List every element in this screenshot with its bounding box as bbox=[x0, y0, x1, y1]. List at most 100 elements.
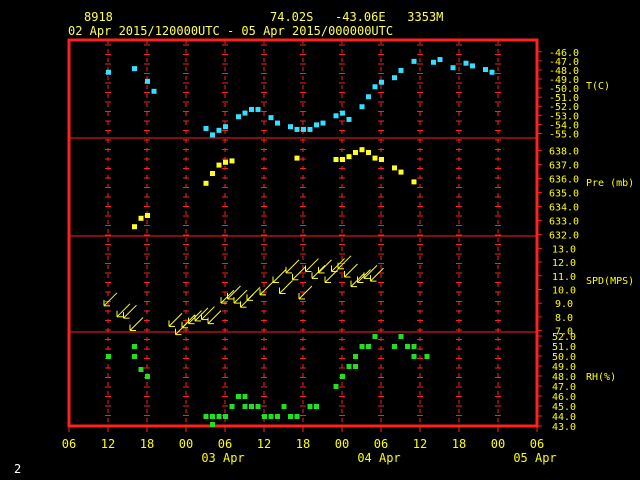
station-id: 8918 bbox=[84, 10, 113, 24]
y-tick-label: 635.0 bbox=[549, 189, 579, 200]
temperature-point bbox=[314, 122, 319, 128]
humidity-point bbox=[210, 414, 215, 419]
y-tick-label: 634.0 bbox=[549, 203, 579, 214]
pressure-point bbox=[392, 165, 397, 171]
humidity-point bbox=[353, 364, 358, 369]
humidity-point bbox=[366, 344, 371, 349]
wind-arrow bbox=[207, 310, 222, 325]
wind-arrow bbox=[227, 285, 241, 300]
humidity-point bbox=[288, 414, 293, 419]
temperature-point bbox=[203, 126, 209, 132]
y-tick-label: 47.0 bbox=[552, 382, 576, 393]
humidity-point bbox=[106, 354, 111, 359]
humidity-point bbox=[281, 404, 287, 409]
temperature-point bbox=[255, 106, 261, 112]
x-tick-label: 06 bbox=[374, 437, 388, 451]
temperature-point bbox=[236, 114, 241, 120]
date-range: 02 Apr 2015/120000UTC - 05 Apr 2015/0000… bbox=[68, 24, 394, 38]
x-tick-label: 12 bbox=[257, 437, 271, 451]
y-tick-label: 13.0 bbox=[552, 244, 576, 255]
wind-arrow bbox=[279, 280, 293, 294]
humidity-point bbox=[210, 422, 215, 427]
pressure-point bbox=[333, 157, 339, 162]
wind-arrow bbox=[298, 285, 313, 300]
temperature-point bbox=[249, 106, 254, 112]
y-tick-label: -48.0 bbox=[549, 66, 579, 77]
wind-arrow bbox=[272, 269, 287, 284]
humidity-point bbox=[223, 414, 228, 419]
station-location: 74.02S -43.06E 3353M bbox=[270, 10, 444, 24]
temperature-point bbox=[301, 126, 306, 132]
temperature-point bbox=[372, 84, 378, 90]
temperature-point bbox=[392, 75, 397, 81]
temperature-point bbox=[320, 120, 326, 126]
y-tick-label: 10.0 bbox=[552, 285, 576, 296]
humidity-point bbox=[411, 354, 417, 359]
x-tick-label: 18 bbox=[452, 437, 466, 451]
humidity-point bbox=[372, 334, 378, 339]
wind-arrow bbox=[103, 292, 118, 307]
y-tick-label: 9.0 bbox=[555, 299, 573, 310]
humidity-point bbox=[249, 404, 254, 409]
humidity-point bbox=[203, 414, 209, 419]
temperature-point bbox=[242, 110, 248, 116]
temperature-point bbox=[489, 69, 495, 75]
humidity-point bbox=[229, 404, 235, 409]
pressure-point bbox=[216, 162, 222, 168]
pressure-point bbox=[223, 159, 228, 165]
temperature-point bbox=[450, 65, 456, 71]
page-number: 2 bbox=[14, 462, 22, 476]
x-tick-label: 18 bbox=[140, 437, 154, 451]
y-tick-label: 50.0 bbox=[552, 352, 576, 363]
temperature-point bbox=[216, 127, 222, 133]
humidity-point bbox=[340, 374, 345, 379]
x-tick-label: 00 bbox=[335, 437, 349, 451]
y-tick-label: 46.0 bbox=[552, 392, 576, 403]
humidity-point bbox=[411, 344, 417, 349]
humidity-point bbox=[346, 364, 352, 369]
panel-label: RH(%) bbox=[586, 372, 616, 383]
x-tick-label: 00 bbox=[179, 437, 193, 451]
y-tick-label: 632.0 bbox=[549, 231, 579, 242]
pressure-point bbox=[372, 155, 378, 161]
y-tick-label: -47.0 bbox=[549, 57, 579, 68]
temperature-point bbox=[106, 69, 111, 75]
temperature-point bbox=[366, 94, 371, 100]
y-tick-label: 7.0 bbox=[555, 327, 573, 338]
x-tick-label: 00 bbox=[491, 437, 505, 451]
pressure-point bbox=[294, 155, 300, 161]
humidity-point bbox=[392, 344, 397, 349]
y-tick-label: 12.0 bbox=[552, 258, 576, 269]
pressure-point bbox=[379, 157, 384, 162]
pressure-point bbox=[210, 171, 215, 176]
temperature-point bbox=[437, 57, 443, 63]
y-tick-label: -54.0 bbox=[549, 120, 579, 131]
y-tick-label: 633.0 bbox=[549, 217, 579, 228]
pressure-point bbox=[411, 179, 417, 185]
wind-arrow bbox=[123, 304, 137, 319]
humidity-point bbox=[359, 344, 365, 349]
humidity-point bbox=[333, 384, 339, 389]
humidity-point bbox=[255, 404, 261, 409]
panel-label: T(C) bbox=[586, 81, 610, 92]
temperature-point bbox=[223, 124, 228, 130]
pressure-point bbox=[340, 157, 345, 162]
wind-arrow bbox=[305, 258, 319, 273]
temperature-point bbox=[411, 58, 417, 64]
x-tick-label: 06 bbox=[62, 437, 76, 451]
x-tick-label: 12 bbox=[413, 437, 427, 451]
temperature-point bbox=[463, 60, 469, 66]
wind-arrow bbox=[318, 259, 332, 274]
y-tick-label: -46.0 bbox=[549, 48, 579, 59]
temperature-point bbox=[483, 67, 488, 73]
day-label: 04 Apr bbox=[357, 451, 400, 465]
wind-arrow bbox=[370, 267, 384, 282]
temperature-point bbox=[288, 124, 293, 130]
pressure-point bbox=[359, 147, 365, 153]
y-tick-label: 44.0 bbox=[552, 412, 576, 423]
y-tick-label: 52.0 bbox=[552, 332, 576, 343]
x-tick-label: 06 bbox=[218, 437, 232, 451]
x-tick-label: 12 bbox=[101, 437, 115, 451]
humidity-point bbox=[314, 404, 319, 409]
x-tick-label: 06 bbox=[530, 437, 544, 451]
